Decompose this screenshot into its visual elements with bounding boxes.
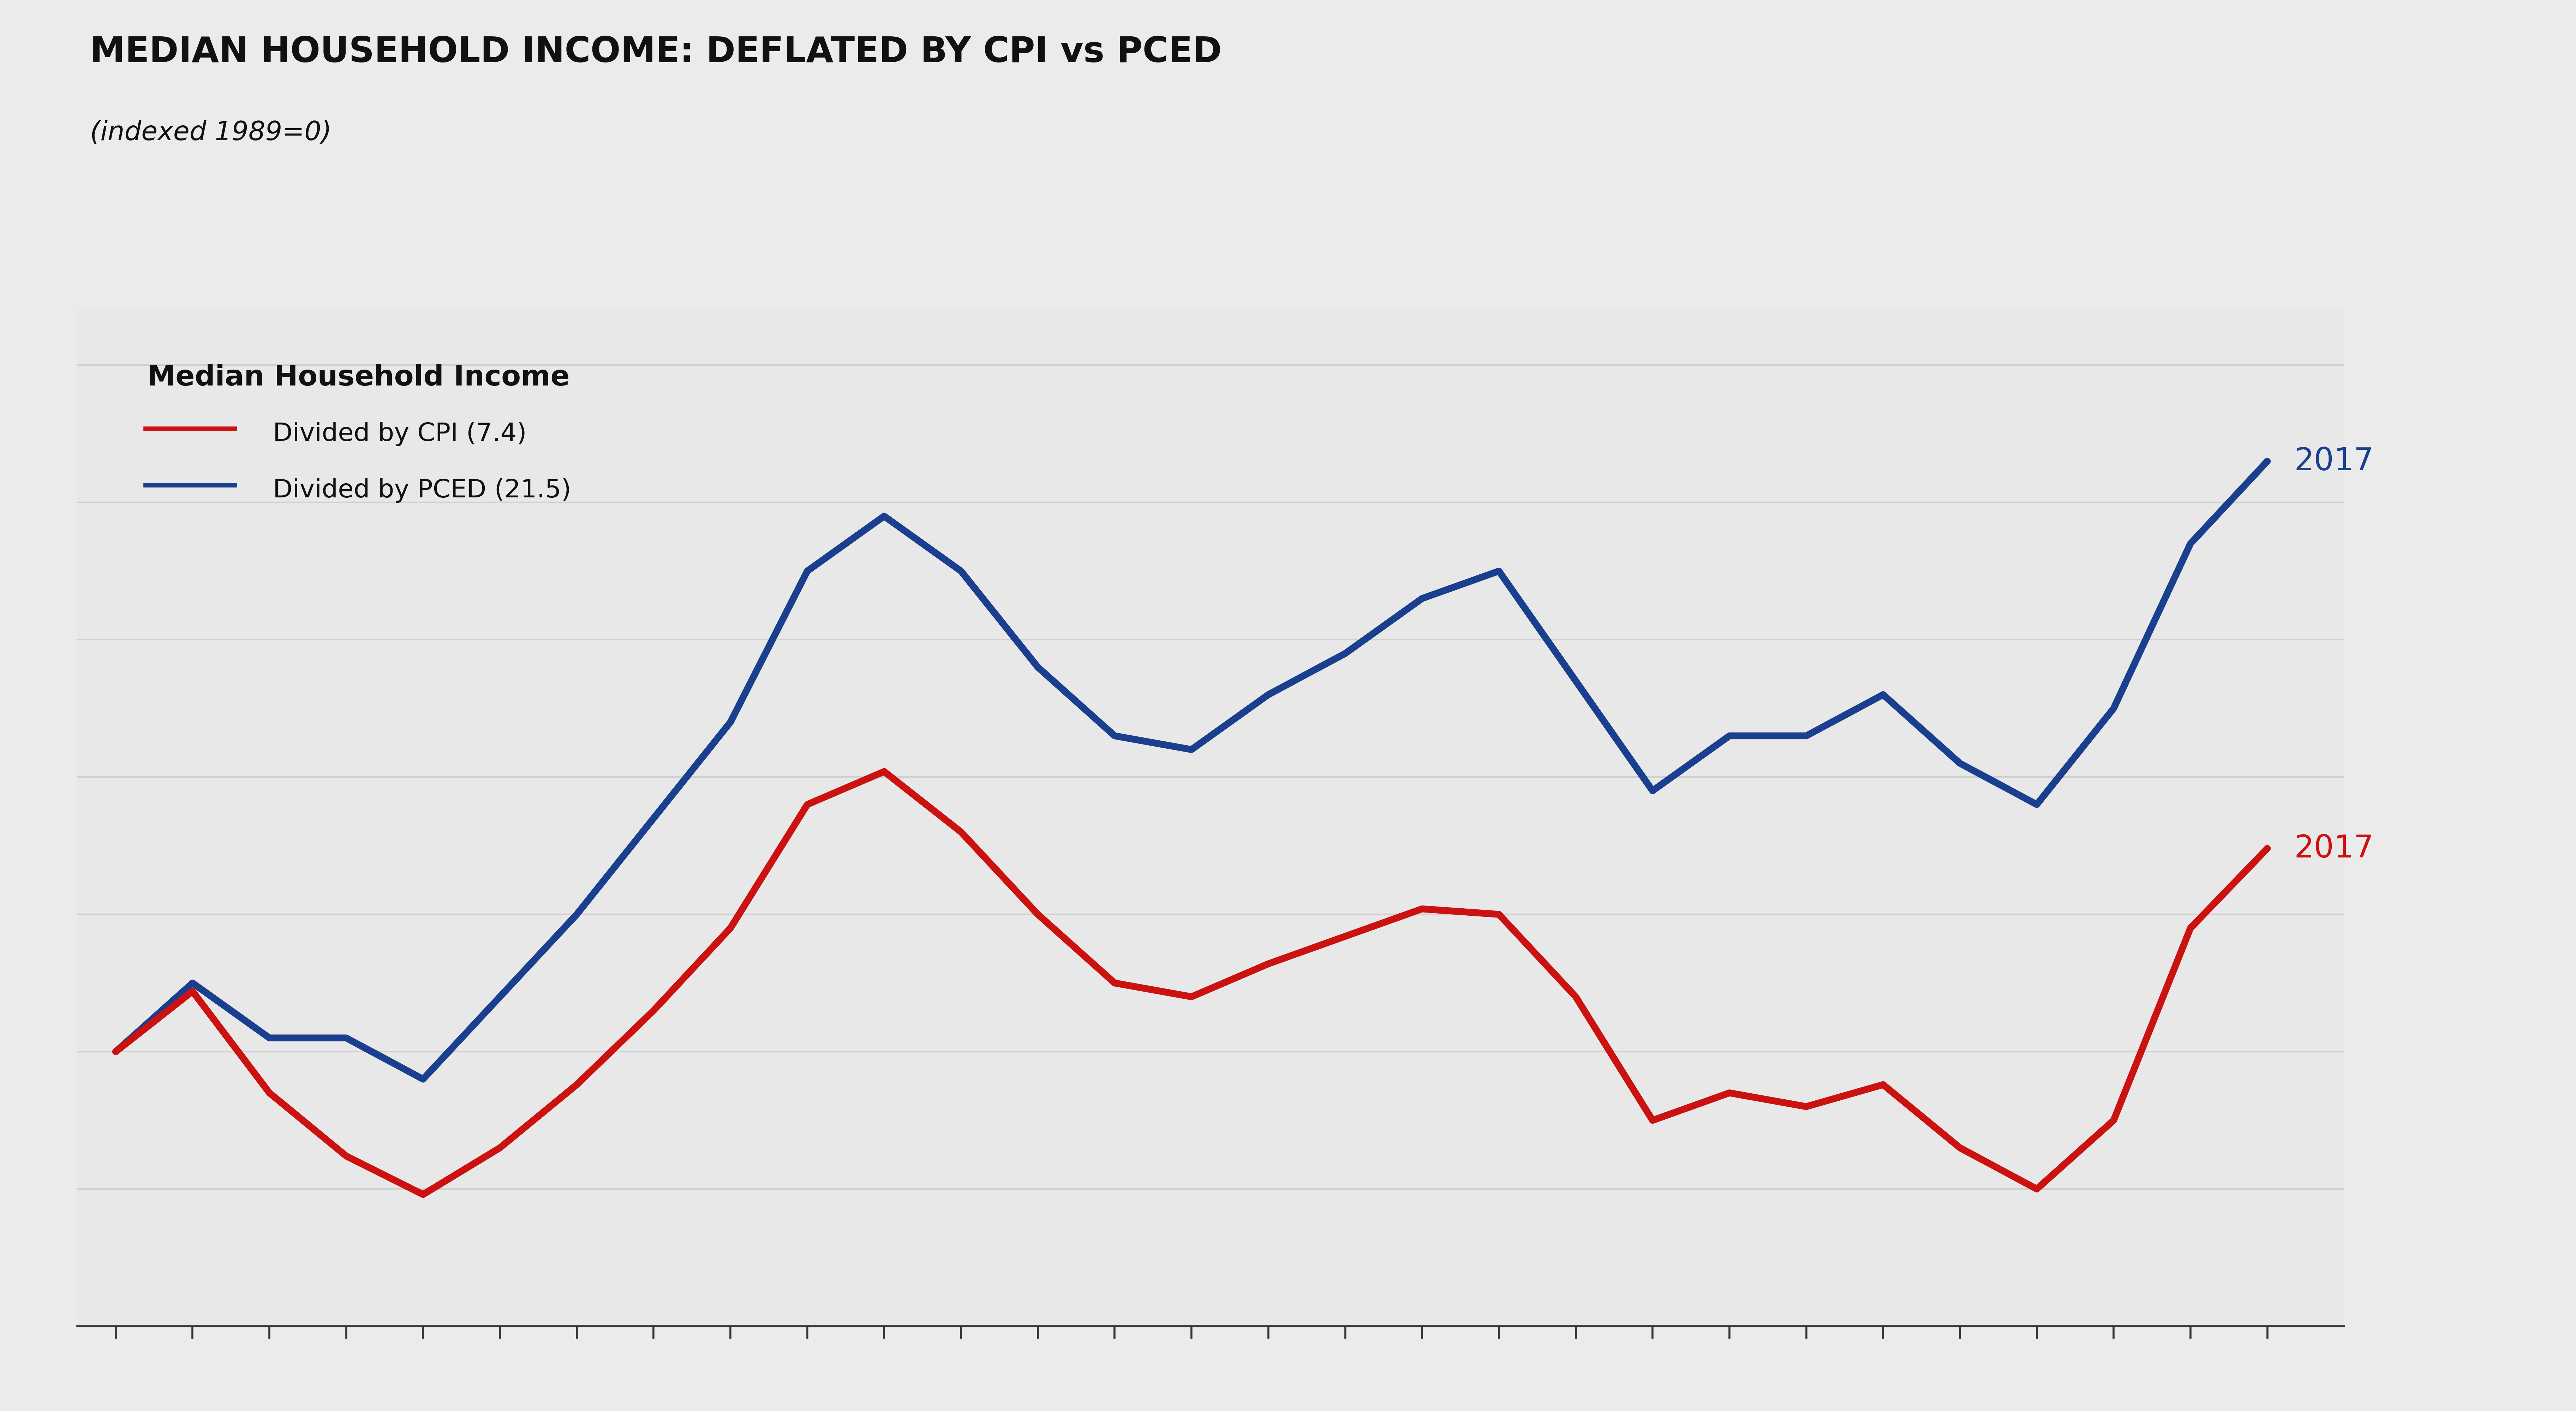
Legend: Divided by CPI (7.4), Divided by PCED (21.5): Divided by CPI (7.4), Divided by PCED (2… (137, 354, 582, 515)
Text: (indexed 1989=0): (indexed 1989=0) (90, 120, 332, 145)
Text: MEDIAN HOUSEHOLD INCOME: DEFLATED BY CPI vs PCED: MEDIAN HOUSEHOLD INCOME: DEFLATED BY CPI… (90, 35, 1221, 69)
Text: 2017: 2017 (2295, 834, 2375, 864)
Text: 2017: 2017 (2295, 446, 2375, 477)
